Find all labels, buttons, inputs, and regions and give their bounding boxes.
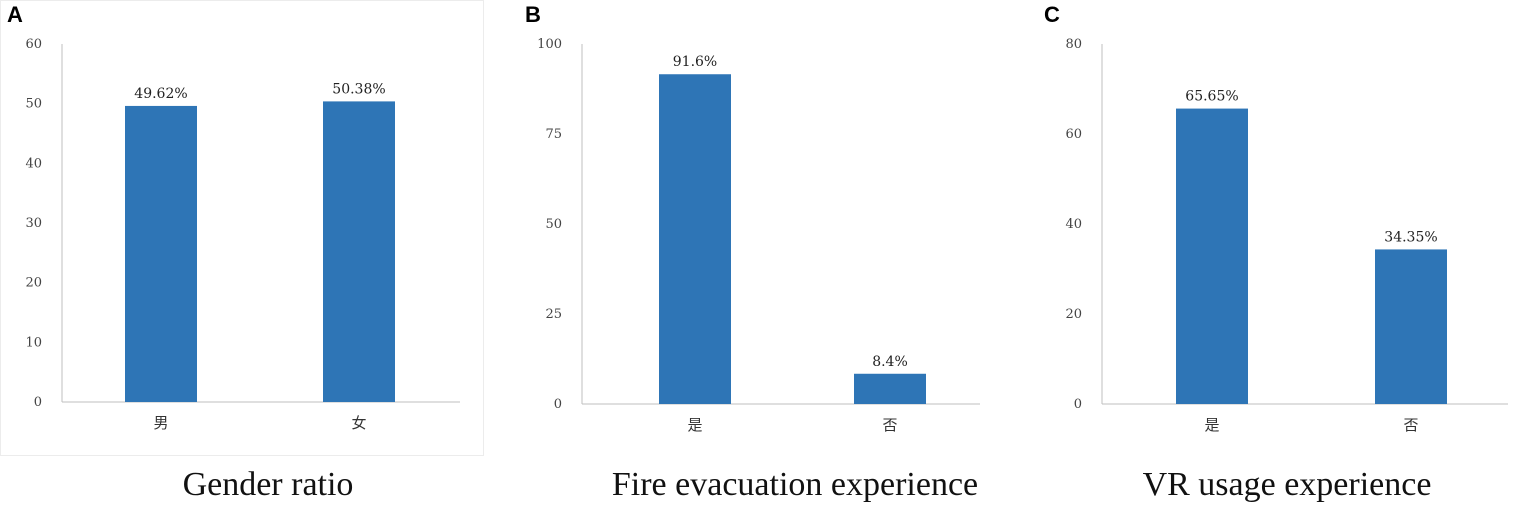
panel-c-y-tick-label: 0 <box>1074 397 1082 412</box>
panel-c-data-label-2: 34.35% <box>1384 229 1437 245</box>
panel-a-y-tick-label: 10 <box>25 335 42 350</box>
panel-b-category-label-1: 是 <box>687 416 702 434</box>
panel-a-bar-1 <box>125 105 197 403</box>
panel-a-y-tick-label: 40 <box>25 156 42 171</box>
panel-a-category-label-2: 女 <box>351 414 366 432</box>
panel-a-y-tick-label: 20 <box>25 276 42 291</box>
panel-c-y-tick-label: 60 <box>1065 127 1082 142</box>
panel-a-category-label-1: 男 <box>153 414 168 432</box>
panel-b-bar-1 <box>659 74 731 405</box>
panel-b-y-tick-label: 75 <box>545 127 562 142</box>
caption-gender-ratio: Gender ratio <box>182 466 354 503</box>
panel-letter-a: A <box>7 2 23 27</box>
panel-c-bar-2 <box>1375 249 1447 404</box>
panel-c-y-tick-label: 20 <box>1065 307 1082 322</box>
panel-a-y-tick-label: 30 <box>25 216 42 231</box>
panel-letter-c: C <box>1044 2 1060 27</box>
panel-b-category-label-2: 否 <box>882 416 897 434</box>
panel-a-y-tick-label: 0 <box>34 395 42 410</box>
panel-letter-b: B <box>525 2 541 27</box>
panel-c-y-tick-label: 80 <box>1065 37 1082 52</box>
panel-a-y-tick-label: 50 <box>25 97 42 112</box>
panel-b-y-tick-label: 25 <box>545 307 562 322</box>
panel-c-data-label-1: 65.65% <box>1185 89 1238 105</box>
panel-b-y-tick-label: 50 <box>545 217 562 232</box>
panel-b-bar-2 <box>854 373 926 404</box>
panel-c-category-label-1: 是 <box>1204 416 1219 434</box>
panel-a-data-label-1: 49.62% <box>134 86 187 102</box>
panel-a-bar-2 <box>323 101 395 403</box>
panel-b-y-tick-label: 100 <box>537 37 562 52</box>
panel-a-y-tick-label: 60 <box>25 37 42 52</box>
caption-vr-usage: VR usage experience <box>1142 466 1432 503</box>
panel-b-y-tick-label: 0 <box>554 397 562 412</box>
caption-fire-evacuation: Fire evacuation experience <box>611 466 979 503</box>
panel-b-data-label-1: 91.6% <box>673 54 717 70</box>
panel-c-bar-1 <box>1176 108 1248 404</box>
panel-c-category-label-2: 否 <box>1403 416 1418 434</box>
panel-a-frame <box>0 0 484 456</box>
panel-a-data-label-2: 50.38% <box>332 81 385 97</box>
panel-b-data-label-2: 8.4% <box>872 354 908 370</box>
panel-c-y-tick-label: 40 <box>1065 217 1082 232</box>
charts-canvas: 0 10 20 30 40 50 60 49.62% 男 50.38% 女 0 25 50 75 100 91.… <box>25 37 1508 434</box>
